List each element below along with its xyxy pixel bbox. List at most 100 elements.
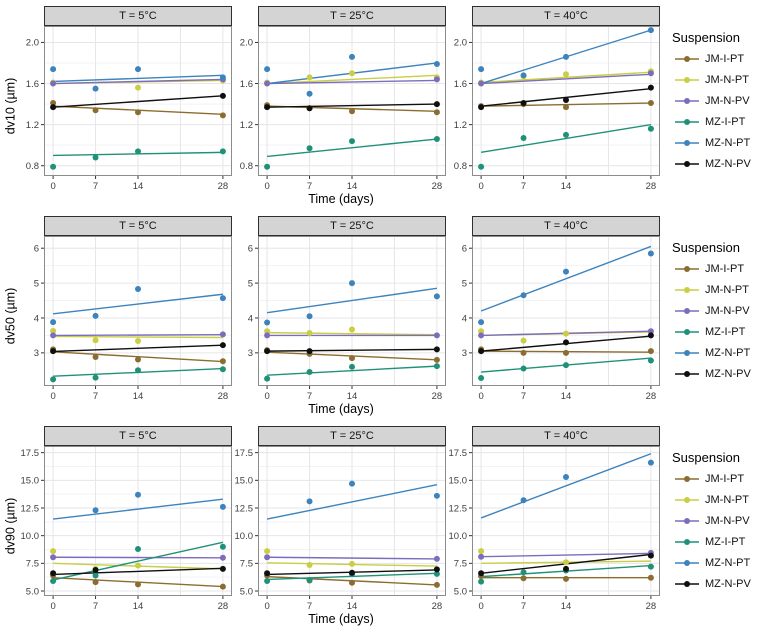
data-point-jm-i-pt bbox=[92, 107, 99, 114]
y-tick-label: 12.5 bbox=[235, 503, 254, 514]
data-point-mz-n-pv bbox=[92, 566, 99, 573]
data-point-jm-i-pt bbox=[349, 579, 355, 586]
data-point-jm-i-pt bbox=[433, 581, 440, 588]
data-point-mz-n-pv bbox=[478, 348, 485, 355]
data-point-mz-n-pv bbox=[433, 101, 440, 108]
trend-line-mz-n-pt bbox=[53, 74, 223, 83]
facet-strip: T = 40°C bbox=[472, 6, 660, 26]
x-axis-ticks: 0 7 14 28 bbox=[264, 176, 442, 192]
x-tick-label: 7 bbox=[521, 601, 526, 612]
legend-item-label: JM-N-PT bbox=[705, 74, 749, 86]
x-tick-label: 0 bbox=[264, 601, 269, 612]
data-points bbox=[478, 250, 654, 381]
panel-border bbox=[44, 26, 232, 176]
x-tick-label: 0 bbox=[264, 391, 269, 402]
trend-line-jm-n-pt bbox=[481, 71, 651, 84]
facet-grid-dv50: T = 5°C 3 4 5 6 0 7 14 28 T = 25°C 3 4 5 6 0 7 14 28 T = 4… bbox=[20, 216, 662, 416]
y-axis-title-dv10: dv10 (µm) bbox=[0, 6, 20, 206]
y-tick-label: 3 bbox=[34, 348, 39, 359]
data-point-jm-n-pv bbox=[219, 331, 226, 338]
legend-item-mz-i-pt: MZ-I-PT bbox=[674, 326, 766, 338]
facet-dv90-t5c: T = 5°C 5.0 7.5 10.0 12.5 15.0 17.5 0 7 14 28 bbox=[20, 426, 234, 612]
trend-line-mz-n-pv bbox=[53, 344, 223, 353]
legend-item-jm-i-pt: JM-I-PT bbox=[674, 263, 766, 275]
trend-line-mz-n-pv bbox=[267, 348, 437, 352]
gridlines bbox=[44, 26, 232, 176]
facet-panel: 3 4 5 6 0 7 14 28 bbox=[34, 236, 232, 402]
legend-item-jm-n-pt: JM-N-PT bbox=[674, 494, 766, 506]
y-tick-label: 6 bbox=[462, 244, 467, 255]
y-tick-label: 7.5 bbox=[454, 559, 467, 570]
x-tick-label: 28 bbox=[432, 601, 443, 612]
legend-item-mz-i-pt: MZ-I-PT bbox=[674, 116, 766, 128]
data-point-mz-n-pt bbox=[135, 286, 141, 293]
facet-dv10-t5c: T = 5°C 0.8 1.2 1.6 2.0 0 7 14 28 bbox=[20, 6, 234, 192]
gridlines bbox=[258, 26, 446, 176]
data-point-mz-n-pt bbox=[306, 498, 313, 505]
x-axis-ticks: 0 7 14 28 bbox=[50, 176, 228, 192]
trend-line-mz-i-pt bbox=[267, 138, 437, 158]
data-point-jm-i-pt bbox=[520, 349, 527, 356]
data-point-mz-n-pt bbox=[219, 503, 226, 510]
data-point-mz-i-pt bbox=[264, 578, 271, 585]
data-point-jm-i-pt bbox=[135, 356, 141, 363]
x-tick-label: 0 bbox=[478, 181, 483, 192]
data-point-jm-n-pv bbox=[50, 80, 57, 87]
facet-strip-title: T = 40°C bbox=[544, 10, 588, 22]
data-points bbox=[478, 27, 654, 170]
facet-dv10-t40c: T = 40°C 0.8 1.2 1.6 2.0 0 7 14 28 bbox=[448, 6, 662, 192]
data-point-mz-i-pt bbox=[563, 131, 569, 138]
y-tick-label: 10.0 bbox=[21, 531, 40, 542]
facet-row: T = 5°C 3 4 5 6 0 7 14 28 T = 25°C 3 4 5 6 0 7 14 28 T = 4… bbox=[20, 216, 662, 402]
trend-line-jm-n-pt bbox=[267, 74, 437, 85]
y-tick-label: 15.0 bbox=[449, 476, 468, 487]
data-point-jm-n-pt bbox=[306, 74, 313, 81]
data-point-mz-i-pt bbox=[478, 374, 485, 381]
y-tick-label: 2.0 bbox=[240, 38, 253, 49]
data-point-jm-n-pt bbox=[135, 84, 141, 91]
data-point-mz-n-pv bbox=[647, 84, 654, 91]
facet-panel: 5.0 7.5 10.0 12.5 15.0 17.5 0 7 14 28 bbox=[235, 446, 446, 612]
y-axis-ticks: 5.0 7.5 10.0 12.5 15.0 17.5 bbox=[235, 448, 258, 597]
legend-key-icon bbox=[675, 581, 699, 587]
trend-line-mz-n-pv bbox=[267, 103, 437, 108]
facet-strip: T = 25°C bbox=[258, 6, 446, 26]
x-tick-label: 14 bbox=[347, 601, 358, 612]
data-point-mz-i-pt bbox=[349, 138, 355, 145]
facet-strip: T = 25°C bbox=[258, 216, 446, 236]
data-points bbox=[264, 480, 440, 588]
legend-title: Suspension bbox=[672, 450, 740, 465]
y-tick-label: 5 bbox=[34, 278, 39, 289]
data-point-jm-n-pt bbox=[349, 560, 355, 567]
data-point-jm-n-pv bbox=[478, 332, 485, 339]
legend-item-jm-n-pv: JM-N-PV bbox=[674, 95, 766, 107]
legend-key-icon bbox=[675, 476, 699, 482]
legend-item-jm-i-pt: JM-I-PT bbox=[674, 473, 766, 485]
data-point-jm-i-pt bbox=[520, 575, 527, 582]
data-point-jm-n-pt bbox=[563, 330, 569, 337]
legend-item-jm-n-pt: JM-N-PT bbox=[674, 74, 766, 86]
y-tick-label: 6 bbox=[248, 244, 253, 255]
data-point-jm-i-pt bbox=[647, 348, 654, 355]
data-point-mz-n-pv bbox=[264, 348, 271, 355]
data-point-mz-i-pt bbox=[520, 569, 527, 576]
y-tick-label: 0.8 bbox=[454, 161, 467, 172]
data-point-mz-i-pt bbox=[520, 134, 527, 141]
data-point-mz-i-pt bbox=[433, 363, 440, 370]
trend-line-mz-n-pt bbox=[480, 245, 652, 312]
gridlines bbox=[44, 236, 232, 386]
trend-line-mz-i-pt bbox=[480, 123, 652, 154]
data-point-mz-n-pt bbox=[349, 53, 355, 60]
facet-dv50-t25c: T = 25°C 3 4 5 6 0 7 14 28 bbox=[234, 216, 448, 402]
panel-border bbox=[258, 446, 446, 596]
data-point-jm-n-pt bbox=[50, 327, 57, 334]
trend-lines bbox=[267, 62, 437, 158]
data-point-mz-n-pv bbox=[349, 569, 355, 576]
legend-item-label: MZ-N-PT bbox=[705, 137, 751, 149]
trend-lines bbox=[52, 498, 224, 588]
data-point-mz-i-pt bbox=[306, 369, 313, 376]
legend-key-icon bbox=[675, 539, 699, 545]
data-point-mz-n-pt bbox=[50, 66, 57, 73]
data-point-mz-i-pt bbox=[92, 154, 99, 161]
facet-row: T = 5°C 5.0 7.5 10.0 12.5 15.0 17.5 0 7 14 28 T = 2… bbox=[20, 426, 662, 612]
